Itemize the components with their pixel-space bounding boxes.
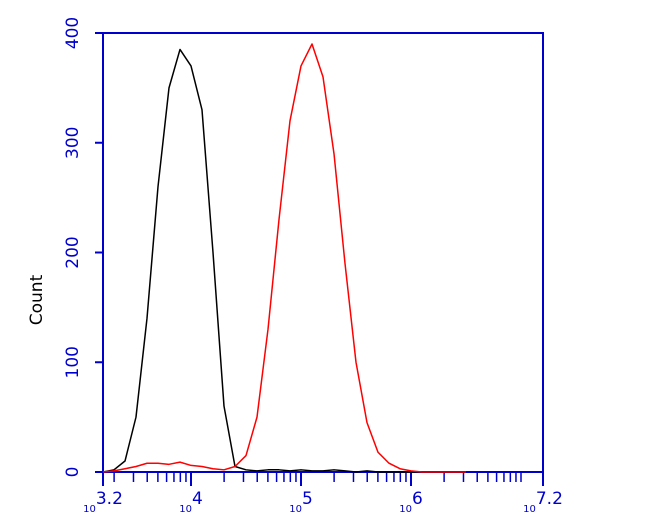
x-tick-label: 103.2 [83,489,123,515]
x-tick-base: 10 [399,504,412,515]
x-tick-label: 106 [399,489,423,515]
x-tick-base: 10 [289,504,302,515]
x-tick-label: 107.2 [523,489,563,515]
x-tick-exponent: 6 [412,489,423,509]
y-tick-label: 400 [63,17,83,49]
x-tick-exponent: 4 [192,489,203,509]
x-tick-base: 10 [179,504,192,515]
y-tick-label: 300 [63,127,83,159]
y-tick-label: 100 [63,346,83,378]
x-tick-exponent: 7.2 [536,489,563,509]
histogram-line [102,48,466,473]
histogram-line [102,43,466,473]
x-tick-exponent: 5 [302,489,313,509]
x-tick-exponent: 3.2 [96,489,123,509]
x-tick-label: 105 [289,489,313,515]
y-tick-label: 200 [63,236,83,268]
x-tick-base: 10 [523,504,536,515]
y-axis-label: Count [27,274,47,325]
y-tick-label: 0 [63,467,83,478]
x-tick-base: 10 [83,504,96,515]
x-tick-label: 104 [179,489,203,515]
